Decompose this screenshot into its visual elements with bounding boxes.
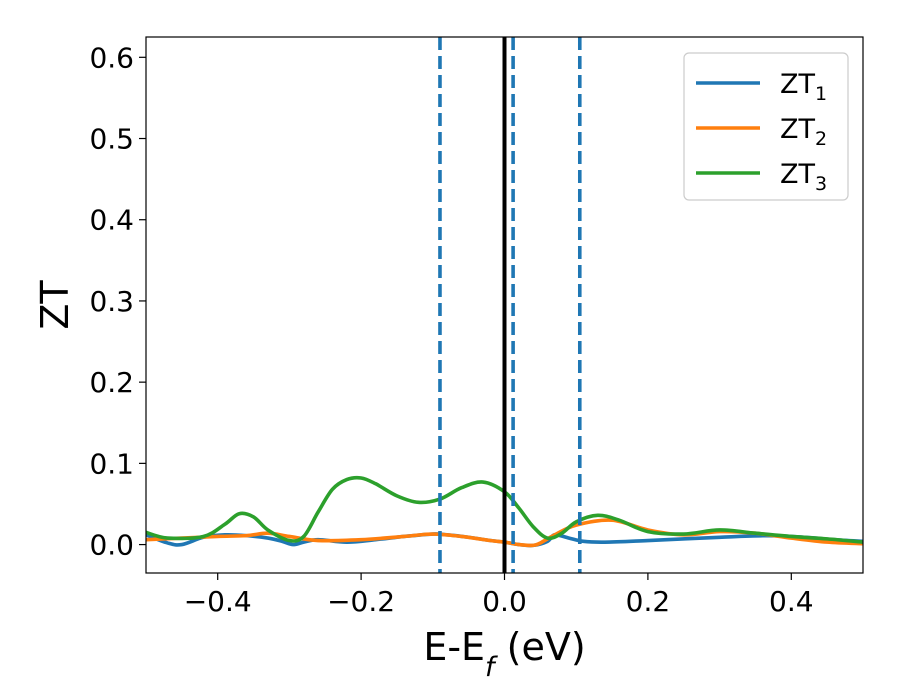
x-tick-label: −0.2: [327, 585, 395, 618]
legend-box: [683, 52, 849, 201]
y-tick-label: 0.1: [89, 447, 134, 480]
x-tick-label: 0.2: [626, 585, 671, 618]
legend-label-zt1: ZT1: [780, 69, 827, 105]
y-tick-label: 0.4: [89, 204, 134, 237]
y-tick-label: 0.2: [89, 366, 134, 399]
plot-marks: [146, 37, 863, 573]
axis-ticks: −0.4 −0.2 0.0 0.2 0.4 0.0 0.1 0.2 0.3 0.4 0.5 0.6: [89, 41, 813, 618]
x-axis-title-unit: (eV): [495, 625, 586, 669]
y-tick-label: 0.3: [89, 285, 134, 318]
legend: ZT1 ZT2 ZT3: [683, 52, 849, 201]
x-tick-label: −0.4: [184, 585, 252, 618]
y-axis-title: ZT: [33, 280, 77, 330]
legend-label-zt3: ZT3: [780, 159, 827, 195]
y-tick-label: 0.5: [89, 123, 134, 156]
x-axis-title: E-Ef (eV): [423, 625, 585, 683]
y-tick-label: 0.6: [89, 41, 134, 74]
x-tick-label: 0.0: [482, 585, 527, 618]
x-tick-label: 0.4: [769, 585, 814, 618]
series-line-zt3: [146, 475, 863, 544]
legend-label-zt2: ZT2: [780, 114, 827, 150]
x-axis-title-main: E-E: [423, 625, 485, 669]
y-tick-label: 0.0: [89, 529, 134, 562]
